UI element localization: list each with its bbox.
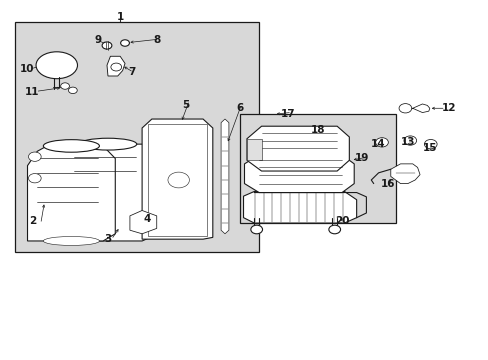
- Polygon shape: [390, 164, 419, 184]
- Text: 1: 1: [116, 12, 123, 22]
- Circle shape: [328, 225, 340, 234]
- Ellipse shape: [43, 237, 99, 246]
- Text: 20: 20: [334, 216, 348, 226]
- Polygon shape: [64, 144, 154, 241]
- Polygon shape: [246, 139, 261, 160]
- Text: 19: 19: [354, 153, 368, 163]
- Circle shape: [424, 139, 436, 149]
- Polygon shape: [27, 146, 115, 241]
- Text: 16: 16: [380, 179, 395, 189]
- Bar: [239, 114, 395, 223]
- Text: 17: 17: [281, 109, 295, 119]
- Polygon shape: [107, 56, 125, 76]
- Polygon shape: [412, 104, 429, 113]
- Circle shape: [250, 225, 262, 234]
- Circle shape: [28, 174, 41, 183]
- Circle shape: [61, 83, 69, 89]
- Circle shape: [111, 63, 122, 71]
- Ellipse shape: [36, 52, 77, 79]
- Circle shape: [102, 42, 112, 49]
- Text: 4: 4: [143, 215, 150, 224]
- Text: 7: 7: [128, 67, 136, 77]
- Polygon shape: [142, 119, 212, 239]
- Text: 9: 9: [95, 35, 102, 45]
- Text: 2: 2: [29, 216, 36, 226]
- Circle shape: [403, 136, 416, 145]
- Text: 5: 5: [182, 100, 189, 110]
- Polygon shape: [246, 126, 348, 171]
- Circle shape: [375, 138, 387, 147]
- Circle shape: [398, 104, 411, 113]
- Text: 11: 11: [25, 87, 40, 97]
- Circle shape: [121, 40, 129, 46]
- Text: 10: 10: [20, 64, 35, 74]
- Text: 15: 15: [422, 143, 436, 153]
- Text: 13: 13: [400, 138, 414, 147]
- Text: 12: 12: [441, 103, 456, 113]
- Ellipse shape: [79, 138, 137, 150]
- Circle shape: [68, 87, 77, 94]
- Polygon shape: [243, 192, 356, 223]
- Ellipse shape: [43, 140, 99, 152]
- Text: 6: 6: [236, 103, 243, 113]
- Text: 3: 3: [104, 234, 111, 244]
- Circle shape: [28, 152, 41, 161]
- Circle shape: [167, 172, 189, 188]
- Polygon shape: [148, 125, 206, 235]
- Polygon shape: [244, 155, 353, 193]
- Polygon shape: [221, 119, 228, 234]
- Text: 14: 14: [370, 139, 385, 149]
- Text: 8: 8: [153, 35, 160, 45]
- Bar: [15, 22, 259, 252]
- Text: 18: 18: [310, 125, 324, 135]
- Polygon shape: [130, 211, 157, 234]
